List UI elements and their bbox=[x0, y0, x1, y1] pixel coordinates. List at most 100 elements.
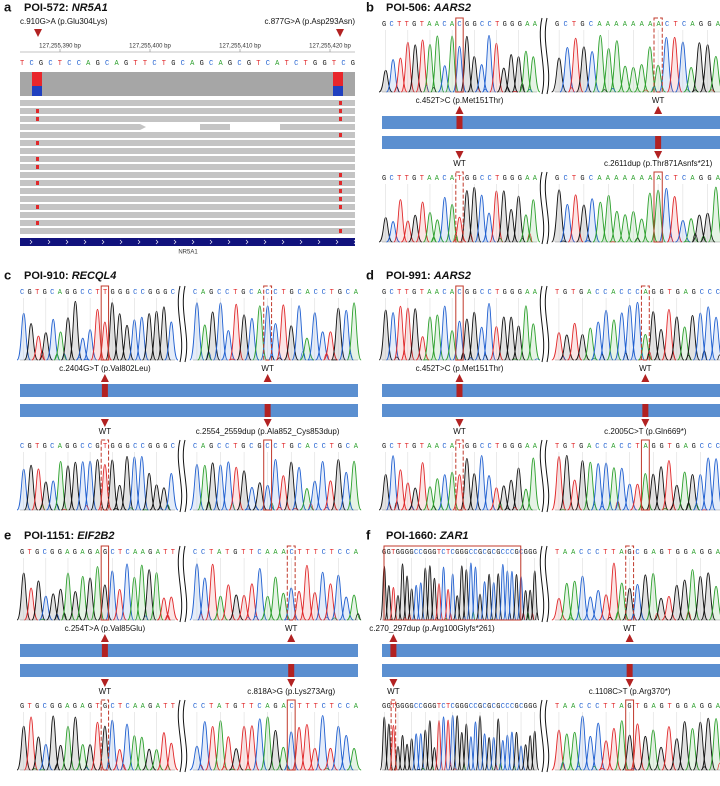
panel: b POI-506: AARS2 G C T T G T A A C A C G G C C T G G G A A G C T G… bbox=[366, 0, 720, 245]
trace-noise bbox=[535, 612, 539, 621]
trace-peak bbox=[46, 715, 61, 771]
mutation-box bbox=[100, 545, 110, 621]
trace-peak bbox=[526, 323, 541, 361]
break-mark bbox=[182, 545, 188, 623]
panel-id: POI-1660: bbox=[386, 530, 440, 542]
trace-peak bbox=[68, 716, 83, 771]
sequence: GGTGGGGCCGGGTCTCGGGCCGCGCGCCCGCGGG bbox=[382, 549, 537, 557]
read-gap bbox=[140, 124, 200, 130]
mutation-box bbox=[286, 699, 296, 771]
gene-strand bbox=[65, 239, 69, 245]
break-mark bbox=[177, 545, 183, 623]
gene-strand bbox=[101, 239, 105, 245]
trace-peak bbox=[68, 300, 83, 361]
arrow-marker bbox=[455, 151, 464, 159]
break-mark bbox=[177, 285, 183, 363]
allele-bar bbox=[382, 384, 720, 397]
trace-peak bbox=[519, 488, 533, 511]
wt-box bbox=[100, 439, 110, 511]
wt-label: WT bbox=[261, 364, 274, 373]
trace-peak bbox=[164, 742, 179, 771]
trace-peak bbox=[708, 585, 720, 621]
trace-peak bbox=[323, 747, 338, 771]
panel-title: POI-1151: EIF2B2 bbox=[24, 530, 115, 542]
trace-peak bbox=[430, 219, 445, 243]
panel-title: POI-572: NR5A1 bbox=[24, 2, 108, 14]
trace-peak bbox=[299, 564, 315, 621]
trace-noise bbox=[416, 769, 421, 771]
trace-peak bbox=[252, 568, 268, 621]
trace-peak bbox=[386, 221, 400, 243]
mutation-box bbox=[625, 699, 635, 771]
read bbox=[20, 220, 355, 226]
break-mark bbox=[539, 17, 545, 95]
trace-peak bbox=[275, 304, 291, 361]
trace-peak bbox=[559, 455, 575, 511]
trace-peak bbox=[299, 723, 315, 771]
gene-strand bbox=[209, 239, 213, 245]
wt-label: WT bbox=[639, 364, 652, 373]
trace-peak bbox=[526, 199, 541, 243]
break-mark bbox=[539, 285, 545, 363]
trace-peak bbox=[393, 199, 408, 243]
panel: a POI-572: NR5A1 c.910G>A (p.Glu304Lys) c.8… bbox=[4, 0, 357, 256]
panel-letter: f bbox=[366, 527, 371, 542]
trace-noise bbox=[206, 351, 212, 361]
break-mark bbox=[182, 285, 188, 363]
trace-noise bbox=[39, 350, 45, 361]
allele-bar bbox=[20, 404, 358, 417]
gene-strand bbox=[119, 239, 123, 245]
arrow-marker bbox=[641, 374, 650, 382]
trace-peak bbox=[474, 64, 489, 93]
gene-track-label: NR5A1 bbox=[178, 250, 198, 256]
mutation-box bbox=[263, 439, 273, 511]
break-mark bbox=[544, 545, 550, 623]
wt-box bbox=[455, 439, 464, 511]
read bbox=[20, 116, 355, 122]
gene-strand bbox=[335, 239, 339, 245]
allele-variant bbox=[655, 136, 662, 149]
variant-label: c.2611dup (p.Thr871Asnfs*21) bbox=[604, 159, 713, 168]
read-mismatch bbox=[339, 197, 342, 201]
read-mismatch bbox=[339, 101, 342, 105]
break-mark bbox=[544, 285, 550, 363]
wt-label: WT bbox=[99, 687, 112, 696]
trace-peak bbox=[526, 56, 541, 93]
mutation-box bbox=[653, 171, 663, 243]
read-mismatch bbox=[339, 133, 342, 137]
gene-strand bbox=[191, 239, 195, 245]
trace-peak bbox=[661, 460, 677, 511]
trace-noise bbox=[453, 768, 457, 771]
trace-noise bbox=[355, 613, 361, 621]
panel: f POI-1660: ZAR1 GGTGGGGCCGGGTCTCGGGCCGCGC… bbox=[366, 527, 720, 773]
mutation-box bbox=[100, 285, 110, 361]
mutation-box bbox=[455, 285, 464, 361]
read bbox=[20, 148, 355, 154]
allele-variant bbox=[456, 116, 463, 129]
coverage-allele bbox=[333, 72, 343, 86]
allele-bar bbox=[20, 644, 358, 657]
gene-strand bbox=[299, 239, 303, 245]
wt-box bbox=[286, 545, 296, 621]
allele-variant bbox=[390, 644, 397, 657]
variant-label: c.910G>A (p.Glu304Lys) bbox=[20, 17, 108, 26]
coverage-track bbox=[20, 72, 355, 96]
wt-label: WT bbox=[453, 427, 466, 436]
allele-variant bbox=[642, 404, 649, 417]
trace-noise bbox=[534, 358, 540, 361]
panel: e POI-1151: EIF2B2 G T G C G G A G A G A G C T C A A G A T T C C… bbox=[4, 527, 362, 773]
arrow-marker bbox=[100, 679, 109, 687]
wt-label: WT bbox=[285, 624, 298, 633]
gene-strand bbox=[317, 239, 321, 245]
trace-peak bbox=[526, 457, 541, 511]
panel-id: POI-506: bbox=[386, 2, 434, 14]
